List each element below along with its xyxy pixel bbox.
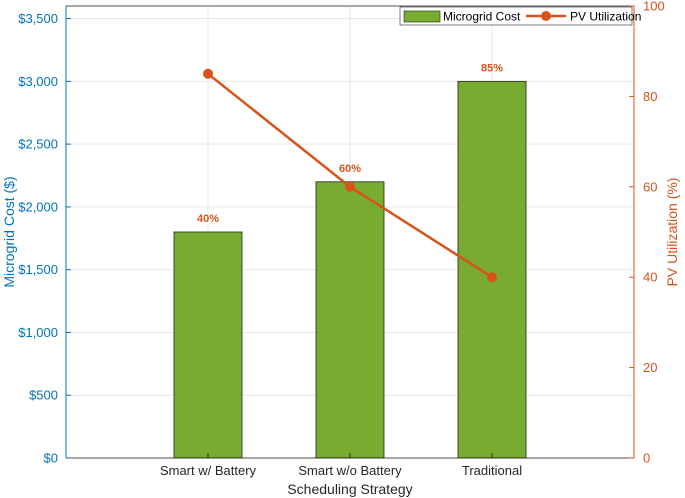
- x-axis-title: Scheduling Strategy: [287, 481, 412, 497]
- right-tick-label-4: 80: [643, 89, 657, 104]
- left-tick-label-7: $3,500: [18, 11, 58, 26]
- left-tick-label-6: $3,000: [18, 74, 58, 89]
- legend-box: [399, 6, 633, 26]
- left-tick-label-4: $2,000: [18, 199, 58, 214]
- pv-point-smart-w-o-battery: [345, 181, 355, 192]
- legend: Microgrid Cost PV Utilization: [399, 6, 641, 26]
- legend-label-microgrid-cost: Microgrid Cost: [443, 10, 521, 24]
- legend-marker-pv-utilization: [541, 11, 551, 21]
- left-tick-label-5: $2,500: [18, 137, 58, 152]
- right-tick-label-1: 20: [643, 360, 657, 375]
- right-axis: 0 20 40 60 80 100: [629, 0, 665, 466]
- right-tick-label-5: 100: [643, 0, 665, 14]
- right-axis-title: PV Utilization (%): [664, 178, 680, 287]
- left-tick-label-0: $0: [44, 451, 58, 466]
- x-tick-label-traditional: Traditional: [462, 463, 522, 478]
- bar-smart-w-o-battery: [315, 181, 385, 459]
- bars: [173, 80, 527, 459]
- x-tick-label-smart-w-battery: Smart w/ Battery: [160, 463, 257, 478]
- left-tick-label-3: $1,500: [18, 262, 58, 277]
- bar-label-smart-w-o-battery: 60%: [339, 163, 361, 175]
- pv-point-smart-w-battery: [203, 68, 213, 79]
- left-tick-label-1: $500: [29, 388, 58, 403]
- x-axis: Smart w/ Battery Smart w/o Battery Traditi…: [160, 453, 522, 478]
- bar-label-smart-w-battery: 40%: [197, 213, 219, 225]
- bar-labels: 40% 60% 85%: [197, 62, 503, 225]
- left-axis: $0 $500 $1,000 $1,500 $2,000 $2,500 $3,000 $3,5…: [18, 6, 71, 466]
- right-tick-label-2: 40: [643, 270, 657, 285]
- bar-traditional: [457, 80, 527, 459]
- right-tick-label-0: 0: [643, 451, 650, 466]
- left-axis-title: Microgrid Cost ($): [1, 176, 17, 287]
- left-tick-label-2: $1,000: [18, 325, 58, 340]
- pv-point-traditional: [487, 272, 497, 283]
- pv-utilization-line: [203, 68, 497, 283]
- bar-label-traditional: 85%: [481, 62, 503, 74]
- legend-label-pv-utilization: PV Utilization: [570, 10, 641, 24]
- legend-swatch-microgrid-cost: [403, 10, 441, 23]
- right-tick-label-3: 60: [643, 179, 657, 194]
- x-tick-label-smart-w-o-battery: Smart w/o Battery: [298, 463, 402, 478]
- bar-smart-w-battery: [173, 231, 243, 459]
